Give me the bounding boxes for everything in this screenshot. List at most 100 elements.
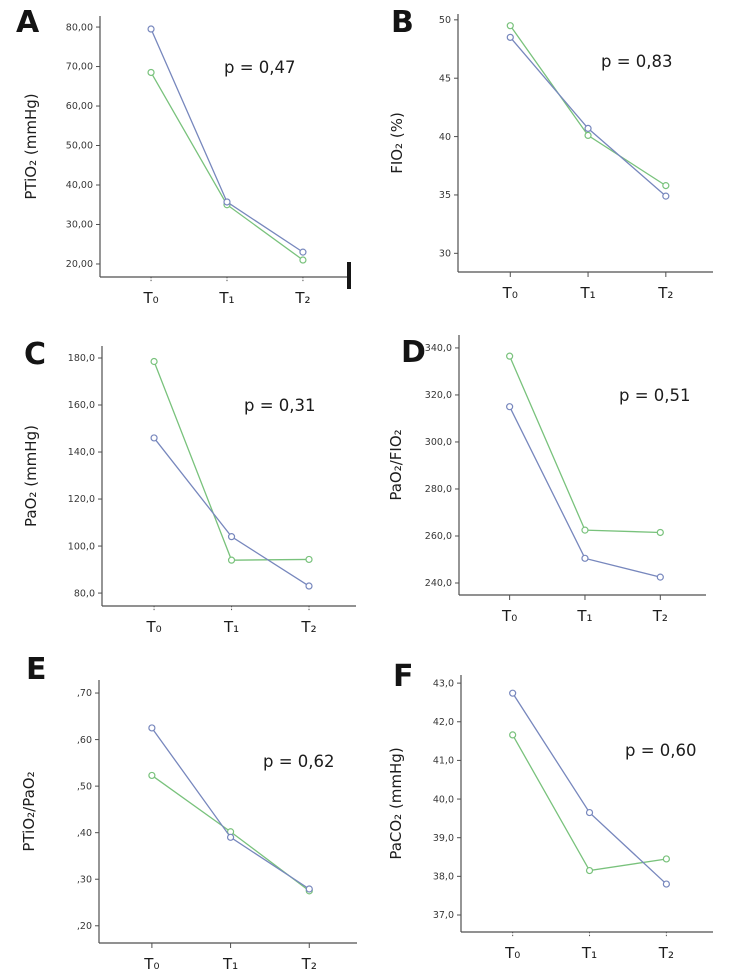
x-tick-label: T₂ [652,607,668,625]
p-value-label: p = 0,47 [224,58,296,77]
data-point-blue [147,25,155,33]
data-point-green [509,731,517,739]
y-tick-label: ,40 [77,828,92,839]
y-tick-label: 41,0 [433,756,454,767]
data-point-blue [226,833,235,841]
data-point-green [585,866,594,875]
panel-letter-A: A [16,5,40,40]
series-line-green [509,25,667,187]
p-value-label: p = 0,83 [601,52,673,71]
panel-letter-F: F [393,659,414,694]
data-point-blue [581,554,589,562]
y-tick-label: ,70 [77,688,92,699]
x-tick-label: T₁ [581,944,597,962]
panel-letter-C: C [24,337,47,372]
series-line-green [150,72,304,261]
y-tick-label: 50 [439,15,451,26]
data-point-blue [223,198,231,206]
x-tick-label: T₀ [145,618,161,636]
x-tick-label: T₀ [142,289,158,307]
p-value-label: p = 0,60 [625,741,697,760]
y-tick-label: 39,0 [433,833,454,844]
y-tick-label: 260,0 [425,531,452,542]
data-point-blue [299,248,307,256]
y-tick-label: 300,0 [425,437,452,448]
data-point-green [506,352,514,360]
y-tick-label: ,20 [77,921,92,932]
y-tick-label: 37,0 [433,910,454,921]
panel-letter-B: B [391,5,414,40]
axis-end-cap [347,262,351,289]
data-point-green [299,256,307,264]
data-point-blue [506,403,514,411]
panel-F: F 37,0 38,0 39,0 40,0 41,0 42,0 43,0 T₀ T₁ T₂ PaCO… [375,650,750,979]
x-tick-label: T₂ [300,618,316,636]
series-line-blue [153,437,310,587]
chart-B: 30 35 40 45 50 T₀ T₁ T₂ FIO₂ (%) p = 0,83 [388,14,713,302]
y-tick-label: 120,0 [68,494,95,505]
data-point-blue [662,192,670,200]
data-point-green [147,68,155,77]
data-point-green [662,855,670,863]
series-line-green [153,361,310,561]
chart-E: ,20 ,30 ,40 ,50 ,60 ,70 T₀ T₁ T₂ PTiO₂/PaO₂ p = 0,… [20,680,357,973]
series-line-blue [512,692,667,885]
panel-B: B 30 35 40 45 50 T₀ T₁ T₂ FIO₂ (%) p = 0,83 [375,0,750,320]
y-tick-label: 40,00 [66,180,93,191]
data-point-green [150,357,158,366]
panel-letter-D: D [401,335,426,370]
x-tick-label: T₀ [143,955,159,973]
x-tick-label: T₂ [301,955,317,973]
data-point-green [581,526,589,534]
x-tick-label: T₁ [222,955,238,973]
series-line-blue [509,406,661,578]
panel-E: E ,20 ,30 ,40 ,50 ,60 ,70 T₀ T₁ T₂ PTiO₂/PaO₂ p = … [0,650,375,979]
y-tick-label: 40 [439,132,451,143]
data-point-blue [305,885,313,893]
data-point-blue [585,808,594,817]
x-tick-label: T₀ [504,944,520,962]
y-tick-label: 38,0 [433,872,454,883]
x-tick-label: T₁ [223,618,239,636]
data-point-blue [509,689,517,697]
y-tick-label: 140,0 [68,447,95,458]
data-point-green [506,22,514,30]
y-tick-label: 80,00 [66,22,93,33]
x-tick-label: T₁ [579,284,595,302]
y-tick-label: 20,00 [66,259,93,270]
x-tick-label: T₀ [501,607,517,625]
x-tick-label: T₁ [218,289,234,307]
data-point-green [227,556,236,564]
y-tick-label: 50,00 [66,141,93,152]
y-tick-label: 180,0 [68,353,95,364]
panel-A: A 20,00 30,00 40,00 50,00 60,00 70,00 80,00 T₀ T… [0,0,375,320]
panel-letter-E: E [26,652,47,687]
p-value-label: p = 0,31 [244,396,316,415]
y-axis-title: FIO₂ (%) [388,112,406,174]
y-tick-label: 80,0 [74,588,95,599]
y-tick-label: 70,00 [66,62,93,73]
data-point-green [662,182,670,190]
data-point-blue [305,582,313,590]
data-point-green [148,771,156,780]
y-axis-title: PaCO₂ (mmHg) [387,747,405,859]
data-point-blue [656,573,664,581]
y-tick-label: 340,0 [425,343,452,354]
chart-D: 240,0 260,0 280,0 300,0 320,0 340,0 T₀ T₁ T₂ PaO₂… [387,335,706,625]
y-tick-label: 35 [439,190,451,201]
p-value-label: p = 0,62 [263,752,335,771]
x-tick-label: T₁ [576,607,592,625]
y-tick-label: 240,0 [425,578,452,589]
y-axis-title: PaO₂ (mmHg) [22,425,40,527]
chart-C: 80,0 100,0 120,0 140,0 160,0 180,0 T₀ T₁ T₂ PaO₂ … [22,346,356,636]
figure-row-1: A 20,00 30,00 40,00 50,00 60,00 70,00 80,00 T₀ T… [0,0,750,320]
data-point-blue [584,124,592,133]
figure-row-3: E ,20 ,30 ,40 ,50 ,60 ,70 T₀ T₁ T₂ PTiO₂/PaO₂ p = … [0,650,750,979]
data-point-green [584,131,592,140]
y-tick-label: ,30 [77,874,92,885]
y-axis-title: PTiO₂/PaO₂ [20,771,38,851]
y-tick-label: 160,0 [68,400,95,411]
figure-row-2: C 80,0 100,0 120,0 140,0 160,0 180,0 T₀ T₁ T₂ PaO… [0,320,750,650]
y-tick-label: 280,0 [425,484,452,495]
